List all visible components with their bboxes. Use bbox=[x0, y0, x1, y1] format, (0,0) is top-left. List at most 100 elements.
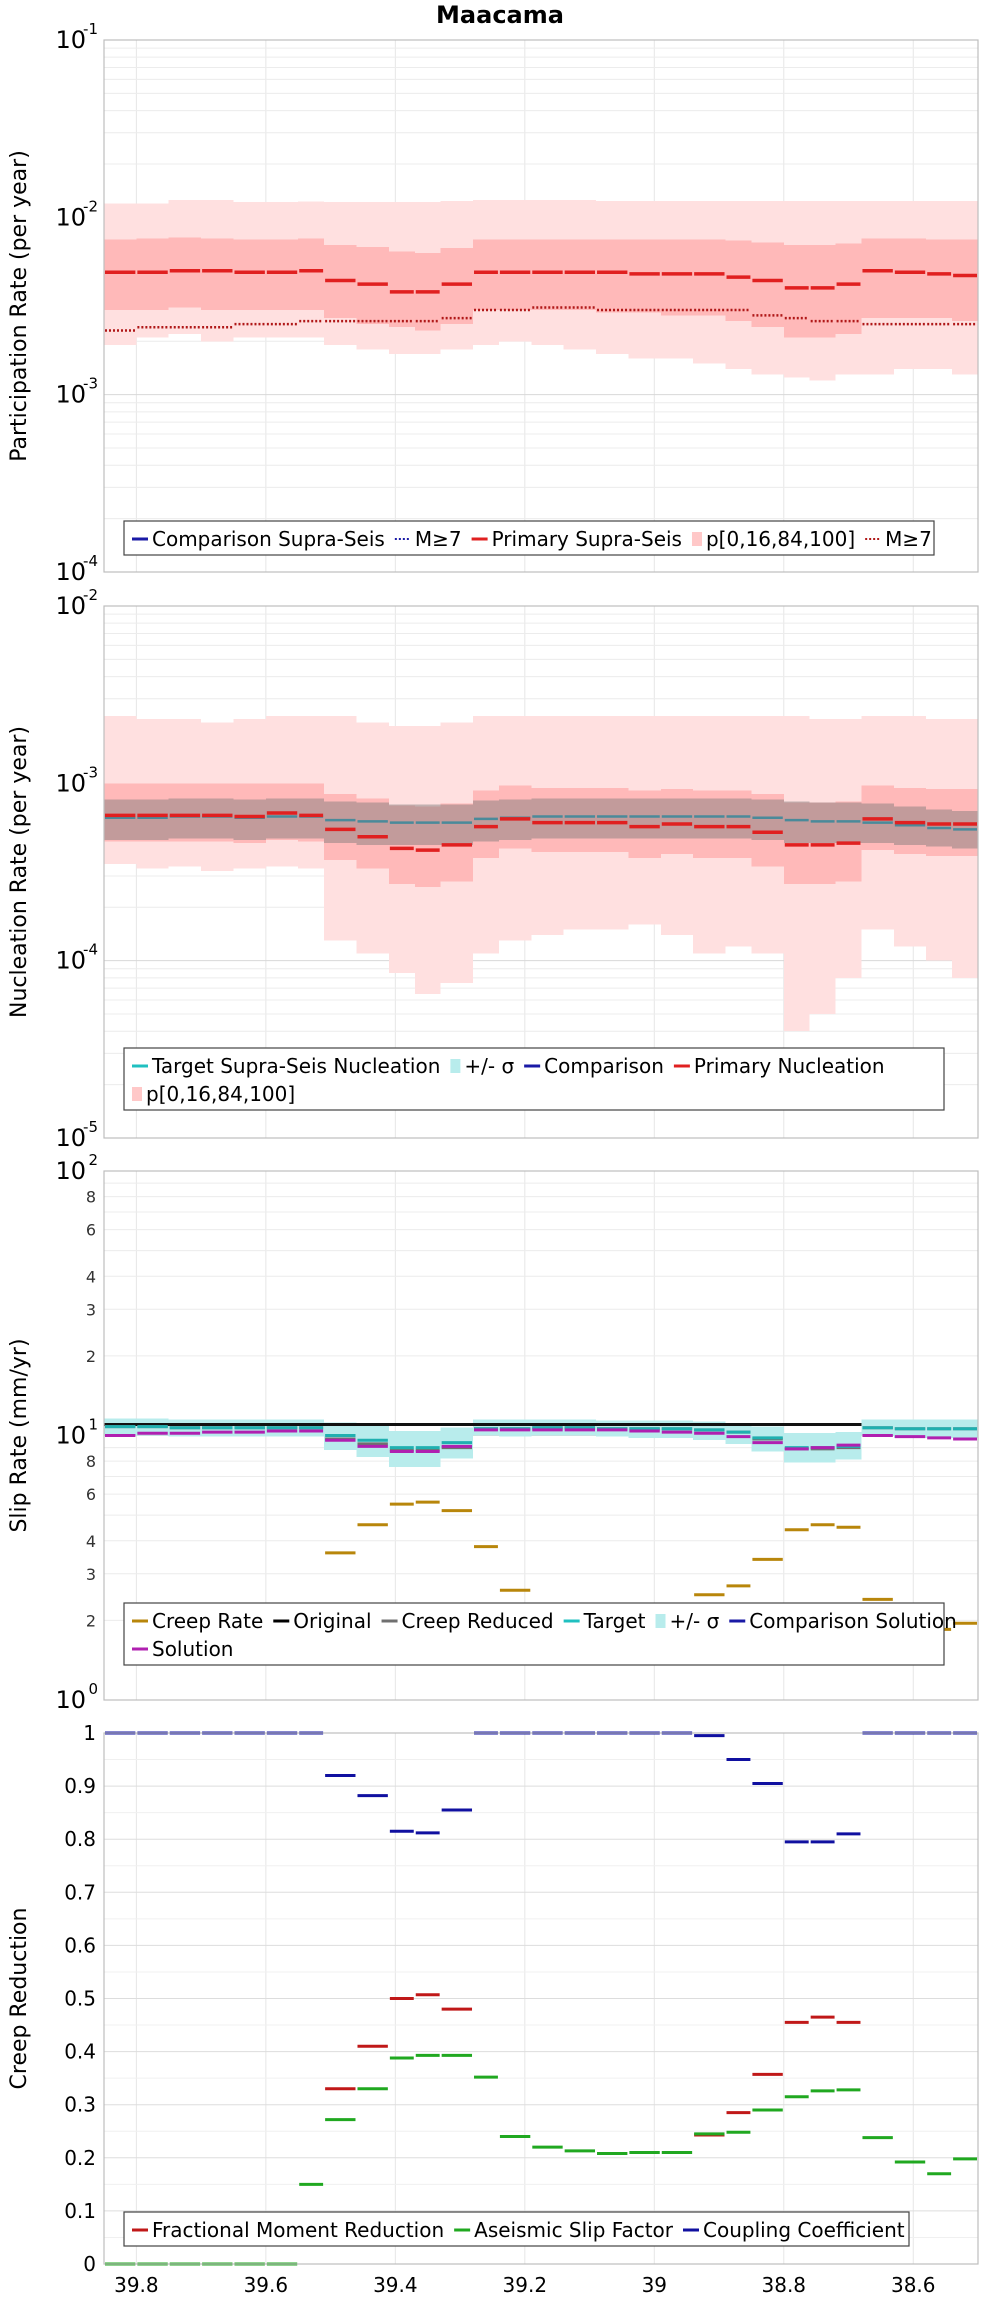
percentile-band bbox=[725, 240, 752, 322]
sigma-band bbox=[104, 799, 137, 840]
sigma-band bbox=[298, 798, 325, 839]
percentile-band bbox=[660, 239, 694, 316]
xtick-label: 39.6 bbox=[244, 2273, 289, 2297]
legend-label: +/- σ bbox=[464, 1054, 514, 1078]
percentile-band bbox=[861, 238, 894, 319]
svg-text:10: 10 bbox=[55, 1157, 86, 1185]
percentile-band bbox=[233, 783, 266, 844]
percentile-band bbox=[265, 239, 299, 311]
percentile-band bbox=[136, 238, 169, 311]
svg-text:-2: -2 bbox=[83, 586, 98, 604]
participation-ytick-label: 10-1 bbox=[55, 20, 98, 54]
svg-text:10: 10 bbox=[55, 947, 86, 975]
slip-minor-tick-label: 3 bbox=[86, 1565, 96, 1584]
percentile-band bbox=[563, 239, 597, 311]
percentile-band bbox=[809, 244, 836, 338]
percentile-band bbox=[473, 790, 499, 858]
legend-label: Comparison bbox=[544, 1054, 664, 1078]
svg-text:2: 2 bbox=[88, 1151, 98, 1169]
percentile-band bbox=[628, 239, 661, 313]
svg-text:10: 10 bbox=[55, 26, 86, 54]
participation-ytick-label: 10-4 bbox=[55, 552, 98, 586]
percentile-band bbox=[725, 790, 752, 858]
slip-minor-tick-label: 6 bbox=[86, 1485, 96, 1504]
creep-ytick-label: 0.8 bbox=[64, 1827, 96, 1851]
legend-label: Target bbox=[583, 1609, 646, 1633]
sigma-band bbox=[324, 801, 357, 844]
percentile-band bbox=[168, 783, 202, 842]
nucleation-ytick-label: 10-2 bbox=[55, 586, 98, 620]
sigma-band bbox=[596, 798, 629, 839]
participation-frame bbox=[103, 39, 979, 573]
creep-ytick-label: 0 bbox=[83, 2252, 96, 2276]
sigma-band bbox=[440, 804, 474, 845]
percentile-band bbox=[201, 238, 234, 311]
slip-minor-tick-label: 2 bbox=[86, 1347, 96, 1366]
svg-text:10: 10 bbox=[55, 769, 86, 797]
participation-legend: Comparison Supra-Seis M≥7 Primary Supra-Se… bbox=[123, 520, 935, 556]
percentile-band bbox=[693, 239, 726, 316]
sigma-band bbox=[563, 798, 597, 839]
xtick-label: 38.8 bbox=[762, 2273, 807, 2297]
nucleation-ytick-label: 10-5 bbox=[55, 1118, 98, 1152]
legend-swatch bbox=[132, 1087, 142, 1101]
creep-ytick-label: 0.9 bbox=[64, 1774, 96, 1798]
nucleation-legend: Target Supra-Seis Nucleation +/- σ Compari… bbox=[123, 1047, 945, 1111]
svg-text:10: 10 bbox=[55, 1124, 86, 1152]
sigma-band bbox=[168, 798, 202, 839]
participation-ytick-label: 10-2 bbox=[55, 197, 98, 231]
percentile-band bbox=[893, 238, 927, 319]
percentile-band bbox=[104, 783, 137, 842]
legend-label: Comparison Supra-Seis bbox=[152, 527, 385, 551]
xtick-label: 39 bbox=[642, 2273, 667, 2297]
legend-label: Coupling Coefficient bbox=[703, 2218, 905, 2242]
slip-ytick-label: 10 2 bbox=[55, 1151, 98, 1185]
legend-label: Original bbox=[293, 1609, 371, 1633]
percentile-band bbox=[628, 790, 661, 858]
sigma-band bbox=[628, 798, 661, 839]
sigma-band bbox=[725, 798, 752, 839]
percentile-band bbox=[298, 783, 325, 842]
nucleation-ytick-label: 10-4 bbox=[55, 941, 98, 975]
sigma-band bbox=[265, 798, 299, 839]
sigma-band bbox=[835, 802, 862, 844]
legend-label: Fractional Moment Reduction bbox=[152, 2218, 444, 2242]
svg-text:-4: -4 bbox=[83, 552, 98, 570]
legend-label: Target Supra-Seis Nucleation bbox=[151, 1054, 440, 1078]
slip-minor-tick-label: 6 bbox=[86, 1221, 96, 1240]
svg-text:10: 10 bbox=[55, 203, 86, 231]
creep-ytick-label: 0.5 bbox=[64, 1987, 96, 2011]
legend-label: Creep Reduced bbox=[402, 1609, 554, 1633]
figure-title: Maacama bbox=[436, 1, 564, 29]
legend-label: Primary Supra-Seis bbox=[492, 527, 682, 551]
xtick-label: 39.4 bbox=[373, 2273, 418, 2297]
creep-ytick-label: 0.4 bbox=[64, 2040, 96, 2064]
legend-swatch bbox=[655, 1614, 666, 1628]
legend-label: +/- σ bbox=[670, 1609, 720, 1633]
percentile-band bbox=[952, 239, 978, 322]
sigma-band bbox=[388, 804, 415, 845]
percentile-band bbox=[414, 806, 441, 888]
percentile-band bbox=[660, 788, 694, 854]
svg-text:-5: -5 bbox=[83, 1118, 98, 1136]
percentile-band bbox=[531, 788, 564, 852]
slip-frame bbox=[103, 1170, 979, 1701]
legend-label: Primary Nucleation bbox=[694, 1054, 885, 1078]
legend-label: Creep Rate bbox=[152, 1609, 263, 1633]
legend-swatch bbox=[450, 1059, 461, 1073]
creep-ytick-label: 0.7 bbox=[64, 1880, 96, 1904]
slip-minor-tick-label: 2 bbox=[86, 1611, 96, 1630]
slip-legend: Creep Rate Original Creep Reduced Target +/-… bbox=[123, 1602, 957, 1666]
nucleation-ytick-label: 10-3 bbox=[55, 763, 98, 797]
svg-text:10: 10 bbox=[55, 1686, 86, 1714]
percentile-band bbox=[563, 788, 597, 852]
percentile-band bbox=[751, 794, 784, 867]
slip-ytick-label: 10 0 bbox=[55, 1680, 98, 1714]
sigma-band bbox=[783, 801, 810, 844]
percentile-band bbox=[233, 239, 266, 311]
creep-ylabel: Creep Reduction bbox=[7, 1908, 32, 2090]
legend-label: Comparison Solution bbox=[749, 1609, 957, 1633]
creep-ytick-label: 0.6 bbox=[64, 1933, 96, 1957]
creep-ytick-label: 1 bbox=[83, 1721, 96, 1745]
